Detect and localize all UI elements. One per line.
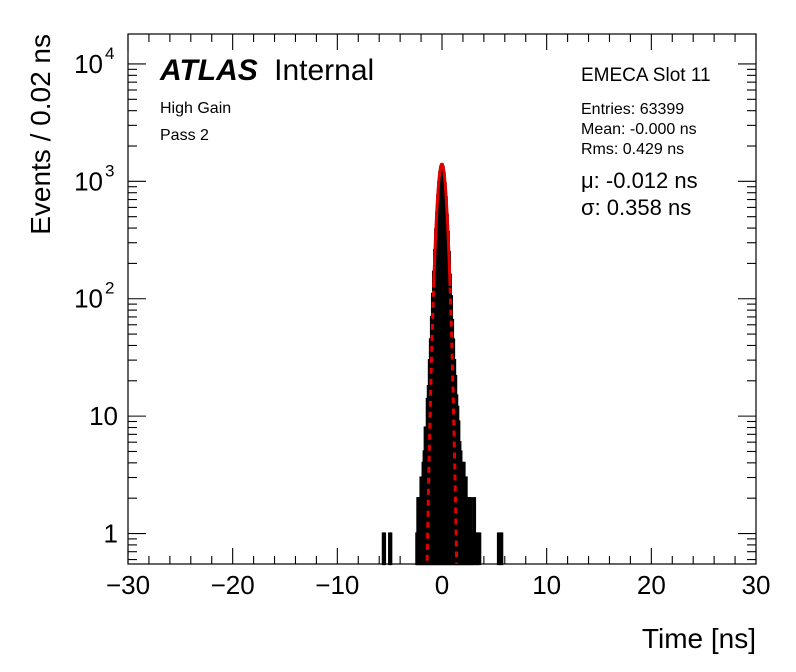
gain-label: High Gain <box>160 100 231 117</box>
histogram-bin <box>496 532 501 566</box>
slot-label: EMECA Slot 11 <box>581 65 711 86</box>
y-tick-label: 10 <box>89 401 118 431</box>
histogram-bin <box>389 532 393 566</box>
fit-curve-core <box>432 162 452 288</box>
mean-stat: Mean: -0.000 ns <box>581 121 697 138</box>
x-axis-ticks: −30 −20 −10 0 10 20 30 <box>106 34 771 600</box>
histogram-bin <box>500 532 504 566</box>
entries-stat: Entries: 63399 <box>581 101 684 118</box>
gaussian-fit <box>425 162 459 564</box>
histogram-bin <box>382 532 387 566</box>
fit-curve-left-tail <box>425 288 436 561</box>
histogram-bin <box>475 532 480 566</box>
mu-stat: μ: -0.012 ns <box>581 168 698 193</box>
fit-curve-right-tail <box>448 287 459 564</box>
pass-label: Pass 2 <box>160 127 209 144</box>
histogram-bars <box>381 163 504 566</box>
x-tick-label: 10 <box>532 570 561 600</box>
y-tick-label-exponent: 4 <box>105 44 114 63</box>
y-tick-label: 10 <box>74 49 103 79</box>
x-tick-label: 20 <box>637 570 666 600</box>
x-tick-label: −30 <box>106 570 150 600</box>
atlas-logo-text: ATLAS <box>159 54 258 87</box>
histogram-bin <box>478 532 482 566</box>
y-tick-label: 10 <box>74 166 103 196</box>
y-tick-label: 10 <box>74 284 103 314</box>
x-axis-title: Time [ns] <box>642 623 756 654</box>
histogram-bin <box>472 497 477 566</box>
x-tick-label: −10 <box>315 570 359 600</box>
atlas-internal-text: Internal <box>274 54 374 87</box>
atlas-label: ATLAS Internal <box>159 54 374 87</box>
sigma-stat: σ: 0.358 ns <box>581 195 691 220</box>
y-tick-label-exponent: 2 <box>105 279 114 298</box>
x-tick-label: −20 <box>211 570 255 600</box>
x-tick-label: 0 <box>435 570 449 600</box>
y-axis-title: Events / 0.02 ns <box>25 34 56 235</box>
y-tick-label: 1 <box>104 519 118 549</box>
rms-stat: Rms: 0.429 ns <box>581 141 684 158</box>
y-tick-label-exponent: 3 <box>105 161 114 180</box>
x-tick-label: 30 <box>742 570 771 600</box>
